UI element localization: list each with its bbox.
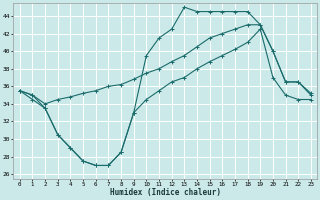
X-axis label: Humidex (Indice chaleur): Humidex (Indice chaleur) [110, 188, 221, 197]
